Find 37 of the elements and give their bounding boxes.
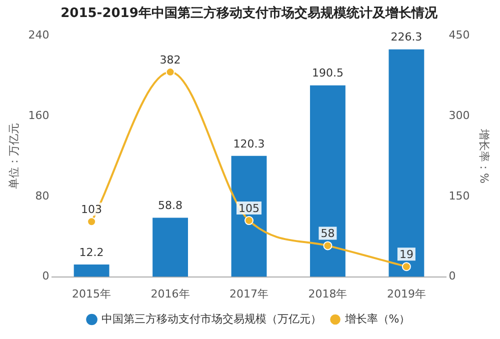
- y2-axis-title: 增长率：%: [478, 128, 491, 184]
- bar: [152, 218, 188, 277]
- bar: [388, 49, 424, 277]
- y-tick-label: 80: [35, 189, 50, 202]
- y-tick-label: 240: [28, 28, 50, 42]
- y2-tick-label: 450: [448, 28, 470, 42]
- bar: [231, 156, 267, 277]
- y2-tick-label: 150: [448, 189, 470, 202]
- x-tick-label: 2017年: [230, 287, 268, 300]
- data-label: 12.2: [79, 246, 104, 259]
- bar: [310, 85, 346, 277]
- point: [87, 217, 96, 226]
- y2-tick-label: 300: [448, 108, 470, 122]
- y-axis-title: 单位：万亿元: [7, 123, 20, 190]
- legend-label: 中国第三方移动支付市场交易规模（万亿元）: [101, 312, 322, 326]
- y-tick-label: 160: [28, 108, 50, 122]
- data-label: 103: [81, 202, 102, 216]
- data-label: 105: [238, 202, 260, 215]
- point: [323, 241, 332, 250]
- bar: [74, 264, 110, 277]
- data-label: 58.8: [158, 199, 183, 212]
- y2-tick-label: 0: [448, 270, 456, 283]
- x-tick-label: 2019年: [386, 287, 426, 300]
- data-label: 382: [160, 53, 181, 66]
- data-label: 58: [320, 227, 335, 240]
- x-tick-label: 2018年: [308, 287, 348, 300]
- data-label: 120.3: [233, 137, 265, 150]
- point: [402, 262, 411, 272]
- data-label: 19: [399, 248, 414, 261]
- chart-title: 2015-2019年中国第三方移动支付市场交易规模统计及增长情况: [60, 5, 438, 22]
- x-tick-label: 2015年: [72, 287, 112, 300]
- y-tick-label: 0: [42, 270, 50, 283]
- x-tick-label: 2016年: [150, 287, 190, 300]
- data-label: 226.3: [390, 30, 422, 44]
- legend-label: 增长率（%）: [344, 312, 410, 326]
- point: [244, 216, 254, 226]
- data-label: 190.5: [312, 66, 344, 80]
